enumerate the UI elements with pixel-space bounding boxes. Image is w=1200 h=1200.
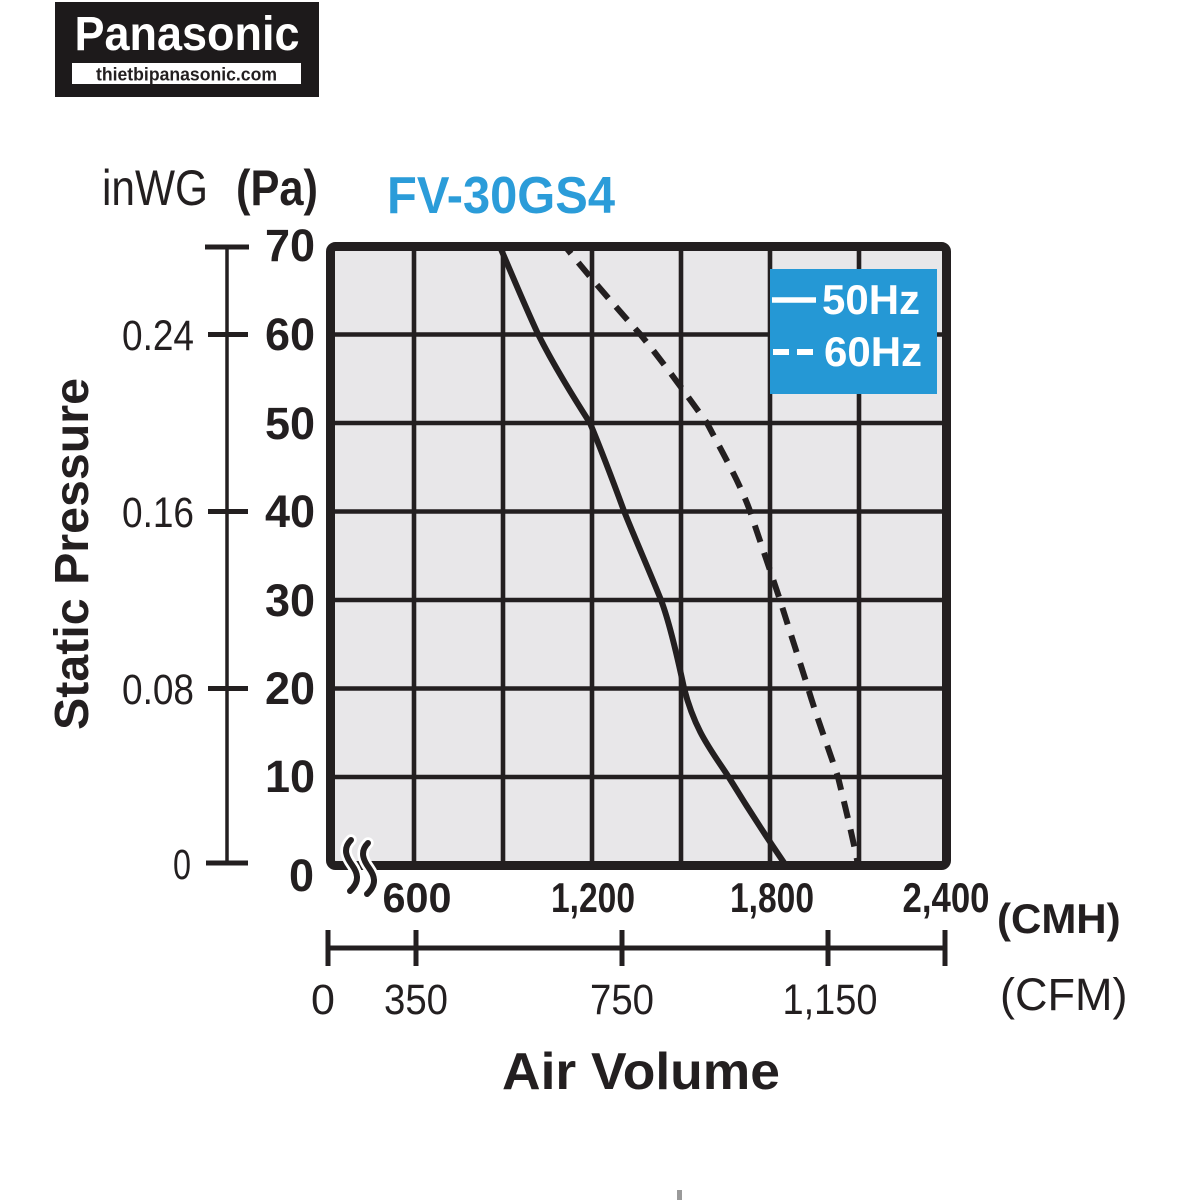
svg-text:Panasonic: Panasonic: [75, 8, 300, 61]
svg-text:0.08: 0.08: [122, 666, 194, 714]
svg-text:40: 40: [265, 486, 315, 537]
svg-text:0: 0: [311, 976, 335, 1024]
svg-text:60Hz: 60Hz: [824, 328, 922, 375]
svg-text:1,200: 1,200: [551, 874, 635, 921]
svg-text:1,800: 1,800: [730, 874, 814, 921]
svg-text:Static Pressure: Static Pressure: [46, 378, 99, 730]
svg-text:350: 350: [384, 976, 448, 1024]
svg-text:1,150: 1,150: [783, 976, 878, 1024]
svg-text:750: 750: [590, 976, 654, 1024]
svg-text:0: 0: [173, 841, 191, 889]
svg-text:10: 10: [265, 751, 315, 802]
svg-text:70: 70: [265, 220, 315, 271]
svg-text:600: 600: [383, 874, 452, 921]
svg-text:Air Volume: Air Volume: [502, 1043, 780, 1101]
svg-text:0.16: 0.16: [122, 489, 194, 537]
svg-text:(Pa): (Pa): [236, 160, 318, 216]
svg-text:2,400: 2,400: [903, 874, 990, 921]
svg-text:20: 20: [265, 663, 315, 714]
svg-text:60: 60: [265, 309, 315, 360]
svg-text:thietbipanasonic.com: thietbipanasonic.com: [96, 64, 277, 85]
svg-text:inWG: inWG: [102, 160, 208, 216]
svg-text:(CMH): (CMH): [997, 895, 1121, 942]
svg-text:50: 50: [265, 398, 315, 449]
svg-text:(CFM): (CFM): [1000, 969, 1127, 1020]
svg-text:30: 30: [265, 575, 315, 626]
svg-text:0: 0: [289, 850, 314, 901]
svg-text:FV-30GS4: FV-30GS4: [387, 167, 615, 225]
svg-text:50Hz: 50Hz: [822, 276, 920, 323]
svg-text:0.24: 0.24: [122, 312, 194, 360]
